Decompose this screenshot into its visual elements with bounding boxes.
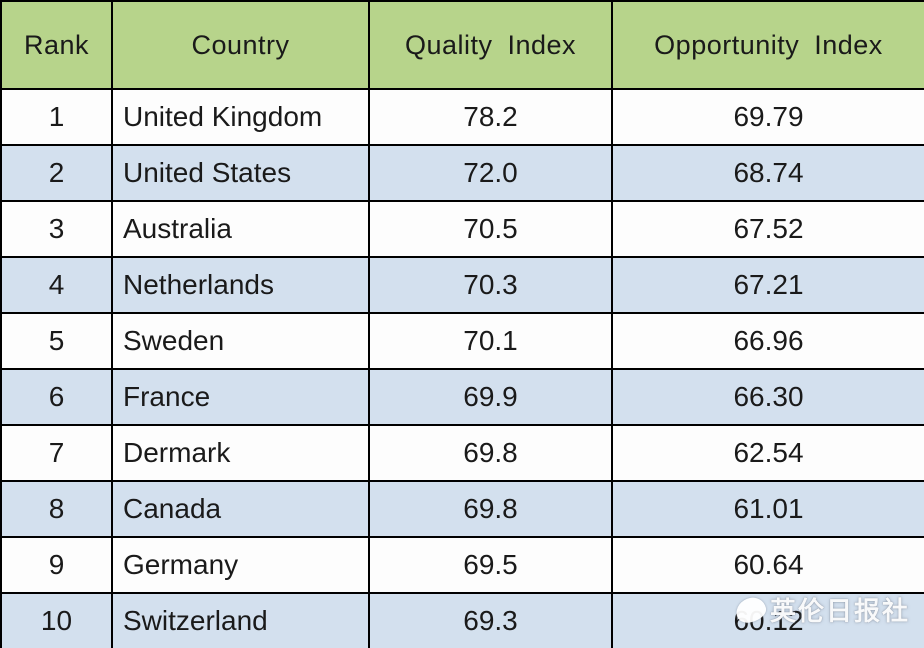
country-cell: Canada [111, 480, 370, 538]
country-cell: Sweden [111, 312, 370, 370]
country-cell: France [111, 368, 370, 426]
table-row: 4 Netherlands 70.3 67.21 [0, 256, 924, 314]
quality-cell: 78.2 [368, 88, 613, 146]
quality-cell: 70.3 [368, 256, 613, 314]
header-country: Country [111, 0, 370, 90]
quality-cell: 70.1 [368, 312, 613, 370]
header-opportunity-index: Opportunity Index [611, 0, 924, 90]
table-row: 6 France 69.9 66.30 [0, 368, 924, 426]
country-cell: United States [111, 144, 370, 202]
table-header-row: Rank Country Quality Index Opportunity I… [0, 0, 924, 90]
opportunity-cell: 66.30 [611, 368, 924, 426]
rank-cell: 4 [0, 256, 113, 314]
table-row: 5 Sweden 70.1 66.96 [0, 312, 924, 370]
opportunity-cell: 62.54 [611, 424, 924, 482]
table-row: 9 Germany 69.5 60.64 [0, 536, 924, 594]
country-cell: Dermark [111, 424, 370, 482]
opportunity-cell: 68.74 [611, 144, 924, 202]
quality-cell: 72.0 [368, 144, 613, 202]
country-cell: Switzerland [111, 592, 370, 648]
country-cell: Australia [111, 200, 370, 258]
quality-cell: 69.8 [368, 480, 613, 538]
quality-cell: 69.5 [368, 536, 613, 594]
table-row: 10 Switzerland 69.3 60.12 [0, 592, 924, 648]
rank-cell: 8 [0, 480, 113, 538]
country-cell: United Kingdom [111, 88, 370, 146]
table-row: 7 Dermark 69.8 62.54 [0, 424, 924, 482]
table-row: 3 Australia 70.5 67.52 [0, 200, 924, 258]
quality-cell: 69.9 [368, 368, 613, 426]
quality-cell: 69.3 [368, 592, 613, 648]
rank-cell: 9 [0, 536, 113, 594]
opportunity-cell: 69.79 [611, 88, 924, 146]
opportunity-cell: 67.21 [611, 256, 924, 314]
rank-cell: 7 [0, 424, 113, 482]
table-row: 8 Canada 69.8 61.01 [0, 480, 924, 538]
rank-cell: 2 [0, 144, 113, 202]
rank-cell: 3 [0, 200, 113, 258]
opportunity-cell: 66.96 [611, 312, 924, 370]
opportunity-cell: 67.52 [611, 200, 924, 258]
table-row: 1 United Kingdom 78.2 69.79 [0, 88, 924, 146]
country-cell: Germany [111, 536, 370, 594]
rank-cell: 6 [0, 368, 113, 426]
rank-cell: 1 [0, 88, 113, 146]
country-cell: Netherlands [111, 256, 370, 314]
table-row: 2 United States 72.0 68.74 [0, 144, 924, 202]
rank-cell: 10 [0, 592, 113, 648]
opportunity-cell: 60.64 [611, 536, 924, 594]
opportunity-cell: 61.01 [611, 480, 924, 538]
quality-cell: 70.5 [368, 200, 613, 258]
header-quality-index: Quality Index [368, 0, 613, 90]
opportunity-cell: 60.12 [611, 592, 924, 648]
header-rank: Rank [0, 0, 113, 90]
quality-cell: 69.8 [368, 424, 613, 482]
rank-cell: 5 [0, 312, 113, 370]
